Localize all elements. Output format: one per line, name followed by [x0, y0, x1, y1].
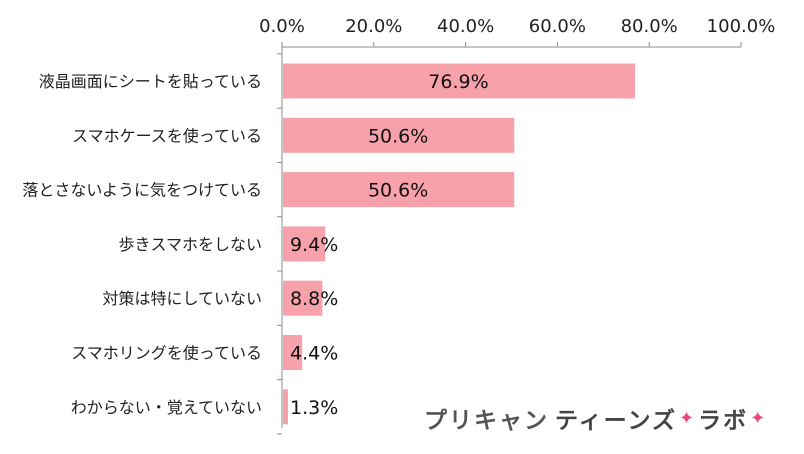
value-label: 8.8% [290, 288, 338, 310]
x-tick-label: 100.0% [707, 16, 776, 37]
logo-text-labo: ラボ [698, 408, 749, 434]
brand-logo: プリキャン ティーンズ ✦ ラボ ✦ [424, 398, 769, 438]
category-label: 歩きスマホをしない [118, 235, 262, 254]
logo-text-teens: ティーンズ [555, 408, 678, 434]
bar [283, 117, 515, 153]
value-label: 1.3% [290, 397, 338, 419]
value-label: 76.9% [428, 71, 488, 93]
category-label: スマホケースを使っている [72, 126, 262, 145]
category-label: 落とさないように気をつけている [22, 181, 262, 200]
logo-star-icon: ✦ [750, 407, 768, 429]
category-label: 対策は特にしていない [102, 289, 262, 308]
value-label: 50.6% [368, 125, 428, 147]
x-tick-label: 20.0% [345, 16, 402, 37]
bar [283, 389, 288, 425]
category-label: 液晶画面にシートを貼っている [39, 72, 262, 91]
value-label: 4.4% [290, 343, 338, 365]
bar [283, 280, 323, 316]
logo-star-icon: ✦ [679, 407, 697, 429]
category-label: わからない・覚えていない [71, 398, 262, 417]
value-label: 9.4% [290, 234, 338, 256]
bar [283, 335, 303, 370]
x-tick-label: 60.0% [529, 16, 586, 37]
logo-text-purican: プリキャン [424, 408, 549, 434]
bar [283, 226, 326, 262]
x-tick-label: 0.0% [259, 16, 305, 37]
bar [283, 172, 515, 208]
x-tick-label: 40.0% [437, 16, 494, 37]
value-label: 50.6% [368, 180, 428, 202]
category-label: スマホリングを使っている [71, 344, 262, 363]
bar [283, 63, 635, 99]
x-tick-label: 80.0% [621, 16, 678, 37]
